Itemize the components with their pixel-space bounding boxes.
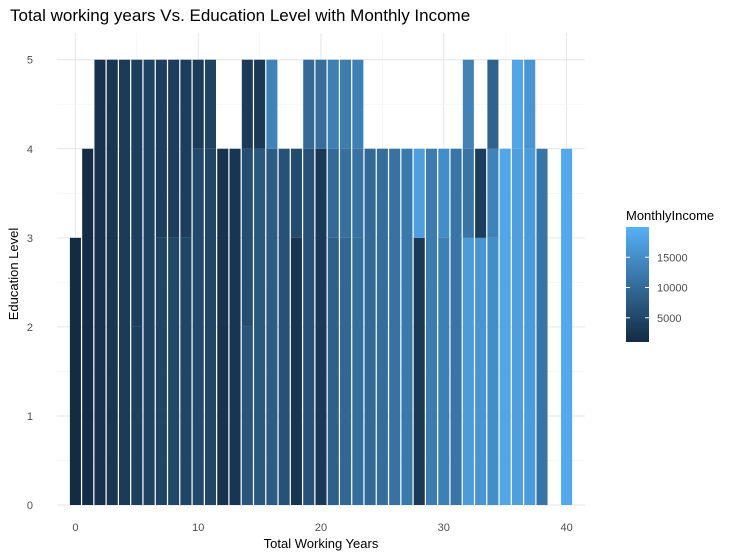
x-axis-ticks: 0 10 20 30 40	[72, 522, 572, 534]
y-axis-ticks: 0 1 2 3 4 5	[27, 55, 33, 512]
bar-segment	[487, 59, 499, 149]
bar-segment	[340, 59, 352, 149]
bar-segment	[192, 59, 204, 149]
x-tick-label: 30	[438, 522, 450, 534]
bar-segment	[217, 148, 229, 505]
bar-segment	[327, 237, 339, 505]
bar-segment	[340, 148, 352, 238]
y-tick-label: 5	[27, 55, 33, 67]
x-axis-title: Total Working Years	[264, 536, 379, 551]
bar-segment	[340, 237, 352, 505]
bar-segment	[241, 148, 253, 327]
y-tick-label: 2	[27, 322, 33, 334]
y-axis-title: Education Level	[6, 228, 21, 321]
legend-tick-label: 10000	[657, 283, 688, 295]
bar-segment	[241, 59, 253, 149]
bar-segment	[204, 148, 217, 505]
bar-segment	[462, 237, 474, 505]
bar-segment	[180, 237, 192, 505]
bar-segment	[364, 148, 376, 505]
y-tick-label: 0	[27, 500, 33, 512]
bar-segment	[106, 59, 118, 505]
bar-segment	[389, 148, 401, 505]
bar-segment	[450, 148, 462, 505]
bar-segment	[278, 148, 290, 505]
bar-segment	[315, 59, 327, 149]
legend-title: MonthlyIncome	[626, 208, 714, 223]
y-tick-label: 4	[27, 144, 33, 156]
bar-segment	[266, 59, 278, 149]
bar-segment	[168, 237, 180, 505]
bar-segment	[180, 59, 192, 238]
bar-segment	[475, 148, 487, 238]
bar-segment	[155, 237, 167, 505]
bar-segment	[69, 237, 81, 505]
bar-segment	[131, 326, 143, 505]
y-tick-label: 3	[27, 233, 33, 245]
bar-segment	[401, 148, 413, 505]
bar-segment	[462, 59, 474, 149]
bar-segment	[94, 59, 106, 505]
bar-segment	[462, 148, 474, 238]
bar-segment	[254, 59, 266, 149]
x-tick-label: 40	[560, 522, 572, 534]
bar-segment	[524, 59, 536, 149]
bar-segment	[119, 59, 131, 505]
bar-segment	[511, 148, 523, 505]
bar-segment	[290, 237, 302, 505]
bar-segment	[241, 326, 253, 505]
bar-segment	[487, 237, 499, 505]
bar-segment	[413, 148, 425, 238]
bar-segment	[438, 237, 450, 505]
bar-segment	[511, 59, 523, 149]
bar-segment	[168, 59, 180, 238]
x-tick-label: 0	[72, 522, 78, 534]
x-tick-label: 10	[192, 522, 204, 534]
bar-segment	[131, 59, 143, 327]
bar-layer	[69, 59, 573, 505]
bar-segment	[290, 148, 302, 238]
bar-segment	[475, 237, 487, 505]
bar-segment	[536, 148, 548, 505]
bar-segment	[524, 148, 536, 505]
legend-tick-label: 5000	[657, 313, 681, 325]
bar-segment	[82, 148, 94, 505]
bar-segment	[229, 148, 241, 505]
bar-segment	[425, 148, 438, 505]
bar-segment	[327, 59, 339, 149]
bar-segment	[303, 148, 315, 505]
bar-segment	[487, 148, 499, 238]
bar-segment	[254, 148, 266, 505]
bar-segment	[561, 148, 573, 505]
bar-segment	[413, 237, 425, 505]
bar-segment	[204, 59, 217, 149]
bar-segment	[155, 59, 167, 238]
bar-segment	[499, 148, 511, 505]
bar-segment	[352, 237, 364, 505]
bar-segment	[303, 59, 315, 149]
y-tick-label: 1	[27, 411, 33, 423]
chart-title: Total working years Vs. Education Level …	[10, 6, 471, 25]
bar-segment	[266, 148, 278, 505]
x-tick-label: 20	[315, 522, 327, 534]
bar-segment	[352, 148, 364, 238]
bar-segment	[327, 148, 339, 238]
legend-ticks: 5000 10000 15000	[626, 252, 688, 325]
bar-segment	[315, 148, 327, 505]
bar-segment	[143, 59, 155, 505]
legend-tick-label: 15000	[657, 252, 688, 264]
bar-segment	[376, 148, 388, 505]
bar-segment	[438, 148, 450, 238]
legend-colorbar	[626, 227, 649, 342]
bar-segment	[192, 148, 204, 505]
legend: MonthlyIncome 5000 10000 15000	[626, 208, 714, 342]
bar-segment	[352, 59, 364, 149]
